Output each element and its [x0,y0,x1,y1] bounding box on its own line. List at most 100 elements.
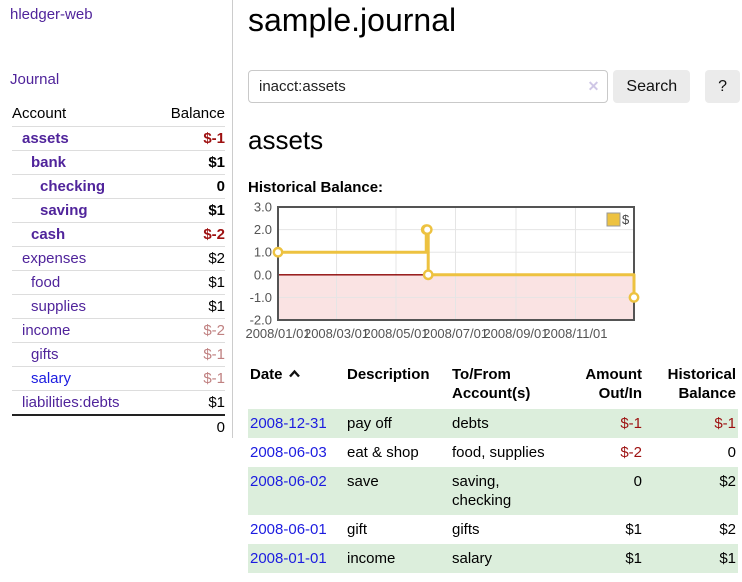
transaction-description: eat & shop [347,444,419,461]
accounts-header-balance: Balance [170,105,225,122]
transaction-accounts: gifts [452,521,480,538]
account-link[interactable]: gifts [31,346,59,363]
sidebar: hledger-web Journal Account Balance asse… [0,0,233,439]
svg-text:-2.0: -2.0 [250,313,272,328]
account-balance: $1 [153,270,225,295]
help-button[interactable]: ? [705,70,740,103]
transaction-balance: 0 [727,444,736,461]
transaction-description: gift [347,521,368,538]
transaction-amount: $-1 [620,415,642,432]
clear-search-icon[interactable]: ✕ [587,78,600,94]
register-header-description: Description [347,366,430,383]
accounts-total-balance: 0 [153,414,225,439]
transaction-accounts: food, supplies [452,444,545,461]
main-content: sample.journal ✕ Search ? assets Histori… [245,0,740,573]
register-row: 2008-12-31 pay off debts $-1 $-1 [248,409,738,438]
svg-text:1.0: 1.0 [254,245,272,260]
search-box: ✕ [248,70,609,103]
account-link[interactable]: income [22,322,71,339]
account-row: assets $-1 [12,126,225,151]
account-link[interactable]: checking [40,178,106,195]
transaction-accounts: saving, checking [452,473,512,509]
svg-text:2008/05/01: 2008/05/01 [363,326,428,341]
transaction-amount: $1 [625,550,642,567]
transaction-date-link[interactable]: 2008-06-03 [250,444,327,461]
svg-text:0.0: 0.0 [254,267,272,282]
account-balance: $-2 [153,222,225,247]
transaction-accounts: salary [452,550,493,567]
search-input[interactable] [248,70,609,103]
account-balance: $2 [153,246,225,271]
transaction-accounts: debts [452,415,489,432]
account-balance: $1 [153,150,225,175]
register-row: 2008-06-02 save saving, checking 0 $2 [248,467,738,515]
account-row: salary $-1 [12,366,225,391]
account-row: checking 0 [12,174,225,199]
transaction-description: income [347,550,396,567]
svg-text:2008/07/01: 2008/07/01 [423,326,488,341]
register-row: 2008-06-01 gift gifts $1 $2 [248,515,738,544]
svg-text:2008/09/01: 2008/09/01 [483,326,548,341]
sort-ascending-icon [288,369,300,378]
account-link[interactable]: assets [22,130,69,147]
transaction-description: save [347,473,379,490]
register-header-date[interactable]: Date [248,363,345,409]
transaction-date-link[interactable]: 2008-01-01 [250,550,327,567]
search-button[interactable]: Search [613,70,691,103]
account-link[interactable]: cash [31,226,66,243]
account-balance: $1 [153,390,225,415]
account-row: food $1 [12,270,225,295]
accounts-header-row: Account Balance [12,102,225,127]
account-row: bank $1 [12,150,225,175]
register-row: 2008-06-03 eat & shop food, supplies $-2 0 [248,438,738,467]
transaction-balance: $-1 [714,415,736,432]
account-link[interactable]: salary [31,370,72,387]
account-balance: $-1 [153,126,225,151]
transaction-amount: $1 [625,521,642,538]
svg-text:2008/03/01: 2008/03/01 [304,326,369,341]
account-link[interactable]: bank [31,154,67,171]
transaction-description: pay off [347,415,392,432]
account-link[interactable]: food [31,274,61,291]
account-row: gifts $-1 [12,342,225,367]
transaction-date-link[interactable]: 2008-06-02 [250,473,327,490]
svg-text:2008/11/01: 2008/11/01 [543,326,607,341]
account-balance: 0 [153,174,225,199]
register-row: 2008-01-01 income salary $1 $1 [248,544,738,573]
svg-text:$: $ [622,212,630,227]
account-link[interactable]: expenses [22,250,87,267]
sidebar-item-journal[interactable]: Journal [10,71,60,88]
transaction-amount: $-2 [620,444,642,461]
account-balance: $-2 [153,318,225,343]
account-link[interactable]: saving [40,202,88,219]
account-row: income $-2 [12,318,225,343]
transaction-amount: 0 [633,473,642,490]
svg-text:2008/01/01: 2008/01/01 [245,326,310,341]
transaction-date-link[interactable]: 2008-12-31 [250,415,327,432]
account-row: saving $1 [12,198,225,223]
balance-chart[interactable]: 3.0 2.0 1.0 0.0 -1.0 -2.0 2008/01/01 2008/03/01… [245,200,740,342]
app-brand-link[interactable]: hledger-web [10,6,93,23]
account-heading: assets [248,125,324,155]
register-header-row: Date Description To/From Account(s) Amou… [248,363,738,409]
chart-title: Historical Balance: [248,179,384,196]
transaction-balance: $1 [719,550,736,567]
account-row: supplies $1 [12,294,225,319]
svg-text:-1.0: -1.0 [250,290,272,305]
transaction-balance: $2 [719,521,736,538]
account-link[interactable]: liabilities:debts [22,394,120,411]
account-balance: $1 [153,294,225,319]
register-header-accounts: To/From Account(s) [452,366,531,402]
svg-text:2.0: 2.0 [254,222,272,237]
svg-text:3.0: 3.0 [254,200,272,215]
register-table: Date Description To/From Account(s) Amou… [248,363,738,573]
balance-chart-svg: 3.0 2.0 1.0 0.0 -1.0 -2.02008/01/012008/03/01… [245,200,640,341]
page-title: sample.journal [248,2,457,38]
account-balance: $-1 [153,342,225,367]
account-link[interactable]: supplies [31,298,87,315]
register-header-balance: Historical Balance [667,366,736,402]
accounts-total-row: 0 [12,414,225,439]
transaction-date-link[interactable]: 2008-06-01 [250,521,327,538]
account-row: cash $-2 [12,222,225,247]
account-balance: $-1 [153,366,225,391]
